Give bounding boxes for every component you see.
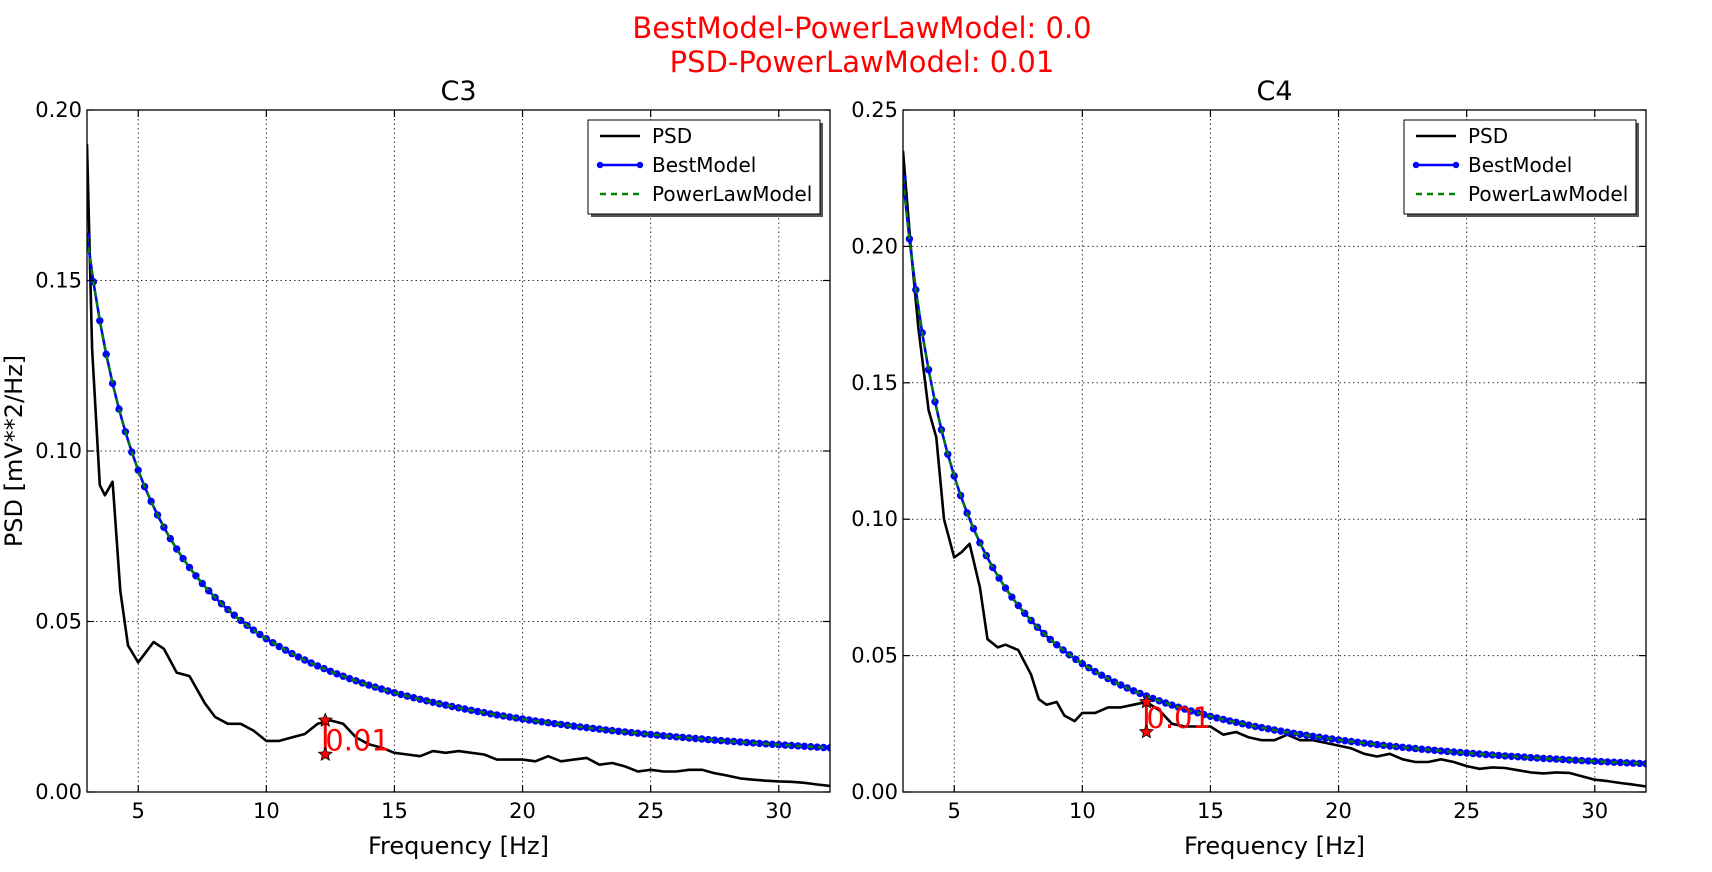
x-tick-label: 10 xyxy=(253,799,280,823)
axes-frame xyxy=(902,109,1647,793)
x-tick-label: 30 xyxy=(1581,799,1608,823)
y-axis-label: PSD [mV**2/Hz] xyxy=(0,355,28,547)
y-tick-label: 0.15 xyxy=(851,371,898,395)
plot-area xyxy=(87,110,830,792)
y-tick-label: 0.20 xyxy=(35,98,82,122)
legend-entry-psd-label: PSD xyxy=(1468,124,1508,148)
plot-area xyxy=(903,110,1646,792)
plot-series xyxy=(903,150,1646,788)
legend-entry-powerlawmodel-label: PowerLawModel xyxy=(1468,182,1628,206)
x-tick-label: 15 xyxy=(381,799,408,823)
annotation-star-marker xyxy=(1138,723,1155,739)
psd-line xyxy=(903,150,1646,788)
y-tick-label: 0.00 xyxy=(851,780,898,804)
x-axis-label: Frequency [Hz] xyxy=(368,832,549,860)
y-tick-label: 0.05 xyxy=(35,610,82,634)
legend-entry-bestmodel-marker xyxy=(1412,161,1420,169)
legend-entry-psd-label: PSD xyxy=(652,124,692,148)
x-axis-label: Frequency [Hz] xyxy=(1184,832,1365,860)
y-tick-label: 0.25 xyxy=(851,98,898,122)
y-tick-label: 0.10 xyxy=(851,507,898,531)
bestmodel-point xyxy=(294,653,303,661)
bestmodel-point xyxy=(538,718,546,726)
chart-title: C3 xyxy=(440,76,476,107)
x-tick-label: 30 xyxy=(765,799,792,823)
legend: PSD BestModel PowerLawModel xyxy=(587,119,823,217)
legend: PSD BestModel PowerLawModel xyxy=(1403,119,1639,217)
x-tick-label: 20 xyxy=(509,799,536,823)
bestmodel-point xyxy=(800,742,809,750)
annotation-star-marker xyxy=(317,746,333,762)
powerlaw-line xyxy=(903,178,1646,765)
legend-entry-bestmodel-marker xyxy=(596,161,604,169)
bestmodel-point xyxy=(1008,593,1016,601)
legend-entry-bestmodel-marker xyxy=(1452,161,1460,169)
legend-entry-bestmodel-label: BestModel xyxy=(652,153,756,177)
legend-entry-powerlawmodel-label: PowerLawModel xyxy=(652,182,812,206)
x-tick-label: 20 xyxy=(1325,799,1352,823)
bestmodel-point xyxy=(1309,732,1317,740)
annotation-star-marker xyxy=(1138,693,1155,709)
y-tick-label: 0.20 xyxy=(851,234,898,258)
x-tick-label: 5 xyxy=(948,799,961,823)
suptitle-line-1: BestModel-PowerLawModel: 0.0 xyxy=(632,11,1091,45)
psd-line xyxy=(87,144,830,788)
x-tick-label: 5 xyxy=(132,799,145,823)
powerlaw-line xyxy=(87,236,830,749)
annotation-label: 0.01 xyxy=(1146,701,1211,735)
bestmodel-point xyxy=(723,737,732,745)
x-tick-label: 10 xyxy=(1069,799,1096,823)
chart-panel-c4: 0.01 5 10 15 20 25 30 0.00 0.05 0.10 0.15 0.20 0.25 C… xyxy=(851,76,1647,860)
bestmodel-point xyxy=(1001,584,1010,592)
legend-entry-bestmodel-marker xyxy=(636,161,644,169)
suptitle-line-2: PSD-PowerLawModel: 0.01 xyxy=(670,45,1055,79)
y-tick-label: 0.10 xyxy=(35,439,82,463)
y-tick-label: 0.05 xyxy=(851,644,898,668)
chart-title: C4 xyxy=(1256,76,1292,107)
annotation-star-marker xyxy=(317,712,333,727)
annotation-label: 0.01 xyxy=(325,723,390,757)
x-tick-label: 25 xyxy=(1453,799,1480,823)
bestmodel-point xyxy=(275,642,283,651)
y-tick-label: 0.00 xyxy=(35,780,82,804)
plot-series xyxy=(87,144,830,788)
chart-panel-c3: 0.01 5 10 15 20 25 30 0.00 0.05 0.10 0.15 0.20 C3 Fre… xyxy=(0,76,831,860)
x-tick-label: 25 xyxy=(637,799,664,823)
x-tick-label: 15 xyxy=(1197,799,1224,823)
legend-entry-bestmodel-label: BestModel xyxy=(1468,153,1572,177)
y-tick-label: 0.15 xyxy=(35,269,82,293)
bestmodel-point xyxy=(96,317,104,325)
